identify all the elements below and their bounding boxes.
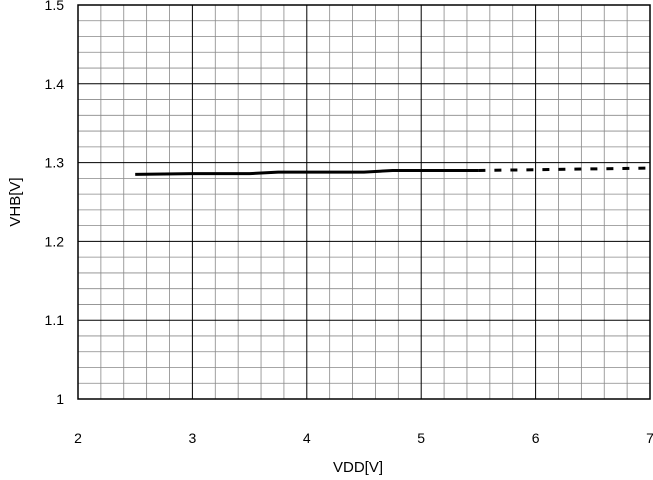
plot-frame [78, 5, 650, 399]
y-tick-label: 1 [56, 391, 64, 407]
x-tick-label: 4 [303, 430, 311, 446]
x-tick-label: 7 [646, 430, 653, 446]
y-tick-label: 1.4 [45, 76, 65, 92]
y-tick-label: 1.2 [45, 233, 65, 249]
y-tick-label: 1.5 [45, 0, 65, 13]
x-axis-title: VDD[V] [333, 459, 383, 476]
y-tick-label: 1.3 [45, 155, 65, 171]
series-layer [135, 168, 650, 174]
minor-grid [78, 5, 650, 399]
x-tick-label: 2 [74, 430, 82, 446]
x-tick-label: 6 [532, 430, 540, 446]
y-axis-title: VHB[V] [7, 177, 24, 226]
y-tick-label: 1.1 [45, 312, 65, 328]
x-tick-label: 5 [417, 430, 425, 446]
x-tick-label: 3 [189, 430, 197, 446]
series-line-dashed [478, 168, 650, 170]
x-axis-ticks: 2 3 4 5 6 7 [74, 430, 653, 446]
y-axis-ticks: 1 1.1 1.2 1.3 1.4 1.5 [45, 0, 65, 407]
major-grid [78, 5, 650, 399]
